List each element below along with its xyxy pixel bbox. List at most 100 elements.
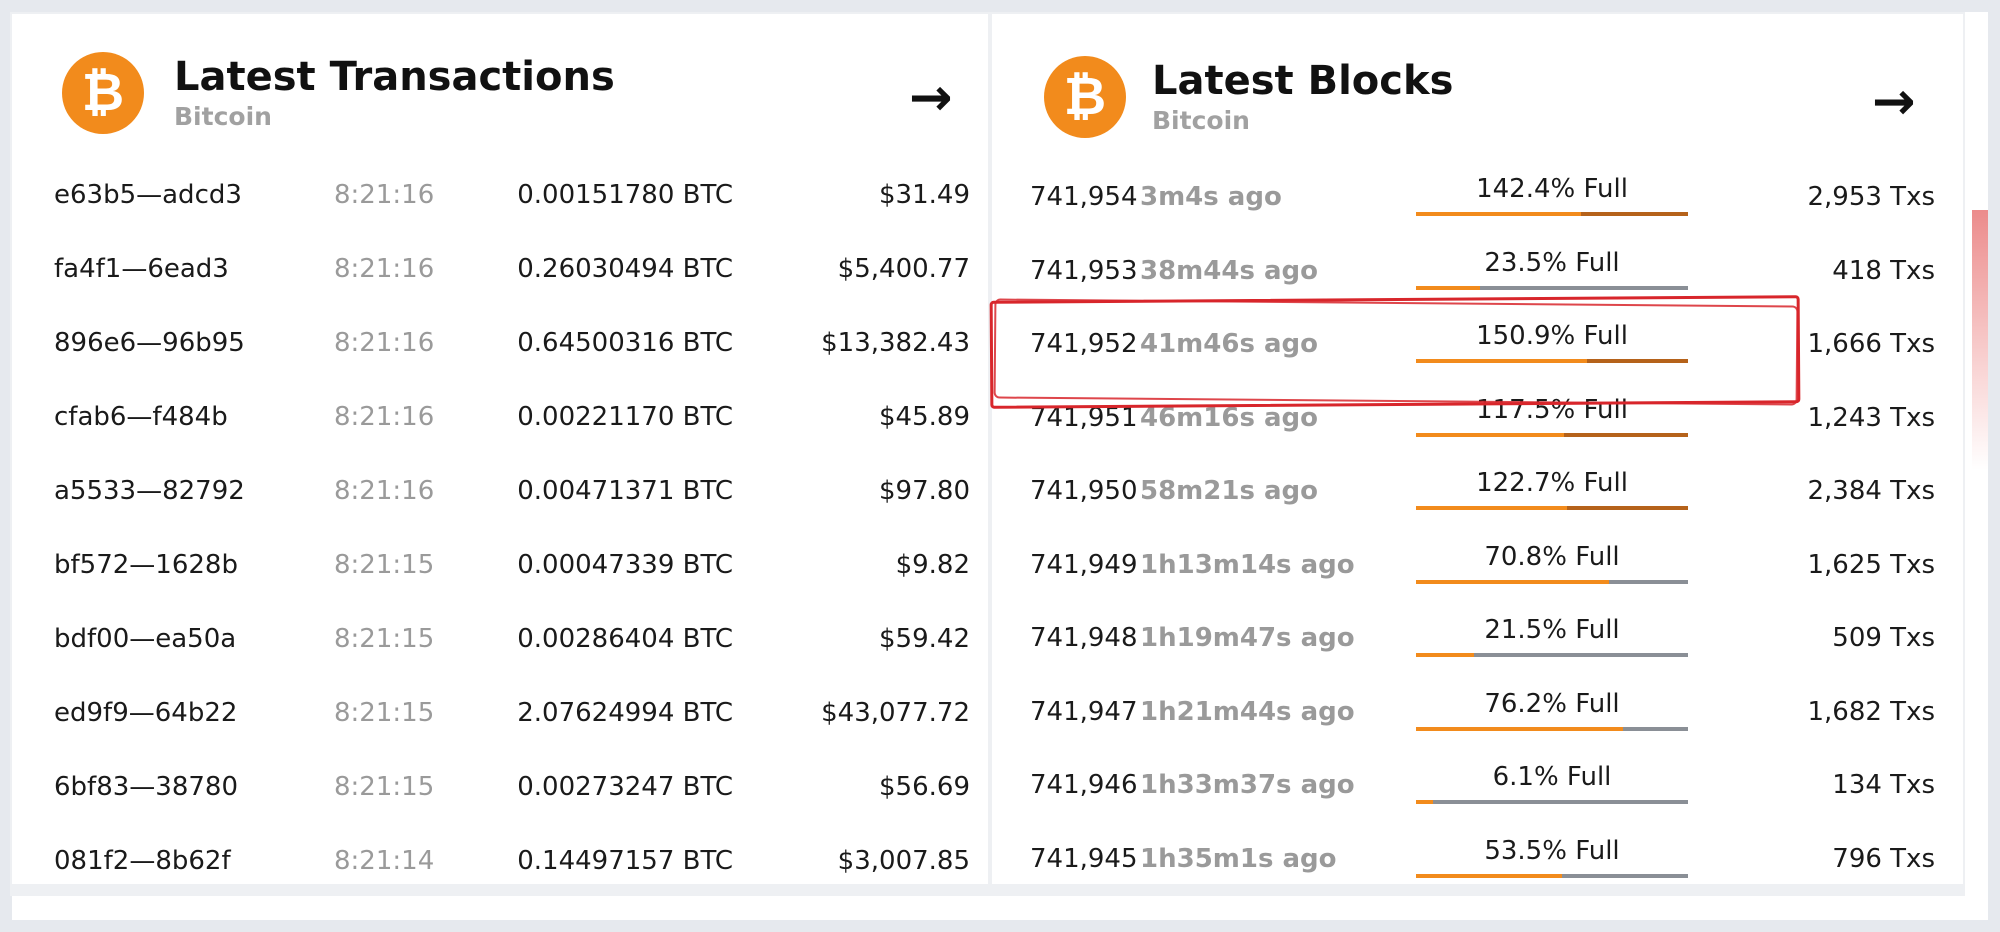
block-tx-count: 2,384 Txs [1807, 476, 1935, 506]
tx-hash[interactable]: bdf00—ea50a [54, 624, 237, 654]
tx-hash[interactable]: fa4f1—6ead3 [54, 254, 229, 284]
tx-hash[interactable]: cfab6—f484b [54, 402, 228, 432]
block-fullness-bar [1416, 579, 1688, 584]
fullness-fill [1416, 432, 1564, 437]
transaction-row[interactable]: 896e6—96b95 8:21:16 0.64500316 BTC $13,382.… [12, 310, 988, 383]
block-fullness-label: 150.9% Full [1476, 321, 1628, 351]
block-row[interactable]: 741,946 1h33m37s ago 6.1% Full 134 Txs [992, 752, 1963, 825]
tx-hash[interactable]: 081f2—8b62f [54, 846, 231, 876]
tx-time: 8:21:16 [334, 476, 435, 506]
block-fullness-bar [1416, 653, 1688, 657]
tx-amount: 0.26030494 BTC [517, 254, 733, 284]
block-age: 1h35m1s ago [1140, 843, 1337, 874]
transaction-row[interactable]: 081f2—8b62f 8:21:14 0.14497157 BTC $3,007.8… [12, 828, 988, 901]
arrow-right-icon[interactable]: → [909, 68, 953, 128]
tx-amount: 0.00151780 BTC [517, 180, 733, 210]
block-tx-count: 2,953 Txs [1807, 182, 1935, 212]
block-age: 38m44s ago [1140, 255, 1319, 286]
block-row[interactable]: 741,947 1h21m44s ago 76.2% Full 1,682 Txs [992, 679, 1963, 752]
tx-usd-value: $59.42 [879, 624, 970, 654]
transactions-subtitle: Bitcoin [174, 102, 272, 131]
blocks-subtitle: Bitcoin [1152, 106, 1250, 135]
transaction-row[interactable]: cfab6—f484b 8:21:16 0.00221170 BTC $45.89 [12, 384, 988, 457]
block-fullness-bar [1416, 212, 1688, 216]
tx-amount: 0.14497157 BTC [517, 846, 733, 876]
block-row[interactable]: 741,950 58m21s ago 122.7% Full 2,384 Txs [992, 458, 1963, 531]
transaction-row[interactable]: a5533—82792 8:21:16 0.00471371 BTC $97.80 [12, 458, 988, 531]
tx-usd-value: $31.49 [879, 180, 970, 210]
fullness-overflow [1567, 506, 1688, 510]
block-row[interactable]: 741,952 41m46s ago 150.9% Full 1,666 Txs [992, 311, 1963, 384]
block-fullness-bar [1416, 432, 1688, 437]
tx-usd-value: $3,007.85 [837, 846, 970, 876]
transaction-row[interactable]: bdf00—ea50a 8:21:15 0.00286404 BTC $59.42 [12, 606, 988, 679]
tx-time: 8:21:15 [334, 624, 435, 654]
block-height[interactable]: 741,951 [1030, 402, 1138, 433]
tx-hash[interactable]: bf572—1628b [54, 550, 238, 580]
block-tx-count: 1,625 Txs [1807, 549, 1935, 580]
tx-hash[interactable]: ed9f9—64b22 [54, 698, 238, 728]
block-row[interactable]: 741,954 3m4s ago 142.4% Full 2,953 Txs [992, 164, 1963, 237]
blocks-title: Latest Blocks [1152, 58, 1454, 104]
fullness-fill [1416, 653, 1475, 657]
fullness-overflow [1563, 432, 1688, 437]
block-age: 1h33m37s ago [1140, 770, 1355, 800]
block-row[interactable]: 741,951 46m16s ago 117.5% Full 1,243 Txs [992, 385, 1963, 458]
block-tx-count: 1,243 Txs [1807, 402, 1935, 433]
tx-hash[interactable]: e63b5—adcd3 [54, 180, 242, 210]
block-height[interactable]: 741,948 [1030, 623, 1138, 653]
block-tx-count: 1,666 Txs [1807, 329, 1935, 359]
block-tx-count: 418 Txs [1832, 255, 1935, 286]
panel-divider [992, 884, 1963, 894]
block-height[interactable]: 741,950 [1030, 476, 1138, 506]
block-row[interactable]: 741,949 1h13m14s ago 70.8% Full 1,625 Txs [992, 532, 1963, 605]
block-row[interactable]: 741,948 1h19m47s ago 21.5% Full 509 Txs [992, 605, 1963, 678]
block-row[interactable]: 741,945 1h35m1s ago 53.5% Full 796 Txs [992, 826, 1963, 899]
fullness-fill [1416, 873, 1562, 878]
block-fullness-label: 21.5% Full [1484, 615, 1620, 645]
block-age: 1h21m44s ago [1140, 696, 1355, 727]
transaction-row[interactable]: ed9f9—64b22 8:21:15 2.07624994 BTC $43,077.… [12, 680, 988, 753]
block-tx-count: 796 Txs [1832, 843, 1935, 874]
block-height[interactable]: 741,952 [1030, 329, 1138, 359]
fullness-overflow [1580, 212, 1688, 216]
block-fullness-bar [1416, 873, 1688, 878]
transaction-row[interactable]: 6bf83—38780 8:21:15 0.00273247 BTC $56.69 [12, 754, 988, 827]
transactions-header: ₿ Latest Transactions Bitcoin → [12, 14, 988, 144]
transaction-row[interactable]: bf572—1628b 8:21:15 0.00047339 BTC $9.82 [12, 532, 988, 605]
transaction-row[interactable]: fa4f1—6ead3 8:21:16 0.26030494 BTC $5,400.7… [12, 236, 988, 309]
tx-time: 8:21:16 [334, 328, 435, 358]
tx-hash[interactable]: 6bf83—38780 [54, 772, 238, 802]
block-height[interactable]: 741,946 [1030, 770, 1138, 800]
fullness-fill [1416, 579, 1609, 584]
block-height[interactable]: 741,949 [1030, 549, 1138, 580]
latest-blocks-panel: ₿ Latest Blocks Bitcoin → 741,954 3m4s ag… [990, 12, 1965, 896]
block-age: 58m21s ago [1140, 476, 1319, 506]
tx-hash[interactable]: a5533—82792 [54, 476, 245, 506]
block-height[interactable]: 741,947 [1030, 696, 1138, 727]
block-age: 46m16s ago [1140, 402, 1319, 433]
block-height[interactable]: 741,945 [1030, 843, 1138, 874]
blocks-header: ₿ Latest Blocks Bitcoin → [992, 14, 1963, 144]
block-fullness-label: 70.8% Full [1484, 541, 1620, 572]
block-age: 1h13m14s ago [1140, 549, 1355, 580]
block-tx-count: 134 Txs [1832, 770, 1935, 800]
block-row[interactable]: 741,953 38m44s ago 23.5% Full 418 Txs [992, 238, 1963, 311]
edge-decoration [1972, 210, 1988, 470]
tx-usd-value: $5,400.77 [837, 254, 970, 284]
tx-time: 8:21:15 [334, 772, 435, 802]
block-height[interactable]: 741,953 [1030, 255, 1138, 286]
arrow-right-icon[interactable]: → [1872, 72, 1916, 132]
tx-amount: 0.00273247 BTC [517, 772, 733, 802]
transaction-row[interactable]: e63b5—adcd3 8:21:16 0.00151780 BTC $31.49 [12, 162, 988, 235]
bitcoin-logo-icon: ₿ [1044, 56, 1126, 138]
block-fullness-bar [1416, 726, 1688, 731]
block-height[interactable]: 741,954 [1030, 182, 1138, 212]
tx-usd-value: $9.82 [895, 550, 970, 580]
tx-time: 8:21:14 [334, 846, 435, 876]
block-tx-count: 509 Txs [1832, 623, 1935, 653]
block-fullness-label: 142.4% Full [1476, 174, 1628, 204]
tx-usd-value: $43,077.72 [821, 698, 970, 728]
tx-hash[interactable]: 896e6—96b95 [54, 328, 245, 358]
tx-amount: 0.00221170 BTC [517, 402, 733, 432]
